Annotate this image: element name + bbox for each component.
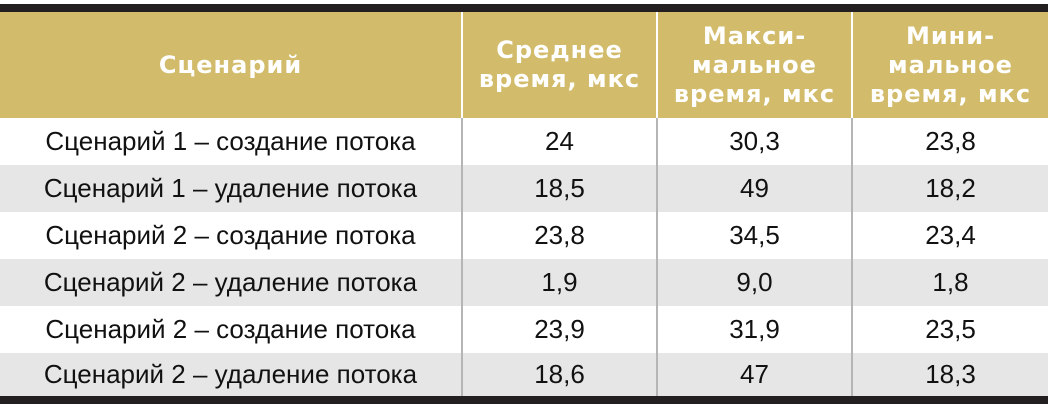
table-cell: 34,5 xyxy=(656,212,852,259)
table-cell: Сценарий 2 – создание потока xyxy=(45,220,416,250)
table-cell: 23,4 xyxy=(851,212,1048,259)
table-cell: 24 xyxy=(461,118,657,165)
header-cell: Сценарий xyxy=(0,8,462,118)
table-cell: 18,3 xyxy=(851,353,1048,400)
table-cell: 18,5 xyxy=(461,165,657,212)
header-cell: Макси- мальное время, мкс xyxy=(656,8,852,118)
table-cell: 47 xyxy=(656,353,852,400)
header-cell: Мини- мальное время, мкс xyxy=(851,8,1048,118)
table-cell: 1,9 xyxy=(461,259,657,306)
table-cell: Сценарий 1 – создание потока xyxy=(45,126,416,156)
table-row: Сценарий 1 – удаление потока 18,5 49 18,2 xyxy=(0,165,1048,212)
table-cell: 23,9 xyxy=(461,306,657,353)
table-cell: 49 xyxy=(656,165,852,212)
table-row: Сценарий 1 – создание потока 24 30,3 23,8 xyxy=(0,118,1048,165)
table-cell: 23,8 xyxy=(461,212,657,259)
table-cell: 18,6 xyxy=(461,353,657,400)
table-cell: 23,8 xyxy=(851,118,1048,165)
table-cell: 31,9 xyxy=(656,306,852,353)
table-row: Сценарий 2 – удаление потока 1,9 9,0 1,8 xyxy=(0,259,1048,306)
table: Сценарий Среднее время, мкс Макси- мальное… xyxy=(0,4,1048,404)
table-row: Сценарий 2 – создание потока 23,8 34,5 23,4 xyxy=(0,212,1048,259)
table-cell: 1,8 xyxy=(851,259,1048,306)
table-row: Сценарий 2 – создание потока 23,9 31,9 23,5 xyxy=(0,306,1048,353)
table-cell: Сценарий 2 – удаление потока xyxy=(0,353,462,400)
table-body: Сценарий 1 – создание потока 24 30,3 23,8 Сц… xyxy=(0,118,1048,400)
table-cell: Сценарий 1 – удаление потока xyxy=(0,165,462,212)
table-cell: Сценарий 2 – удаление потока xyxy=(0,259,462,306)
table-row: Сценарий 2 – удаление потока 18,6 47 18,3 xyxy=(0,353,1048,400)
table-cell: 9,0 xyxy=(656,259,852,306)
table-cell: 18,2 xyxy=(851,165,1048,212)
table-cell: 30,3 xyxy=(656,118,852,165)
header-row: Сценарий Среднее время, мкс Макси- мальное… xyxy=(0,8,1048,118)
header-cell: Среднее время, мкс xyxy=(461,8,657,118)
table-cell: Сценарий 2 – создание потока xyxy=(45,314,416,344)
table-cell: 23,5 xyxy=(851,306,1048,353)
